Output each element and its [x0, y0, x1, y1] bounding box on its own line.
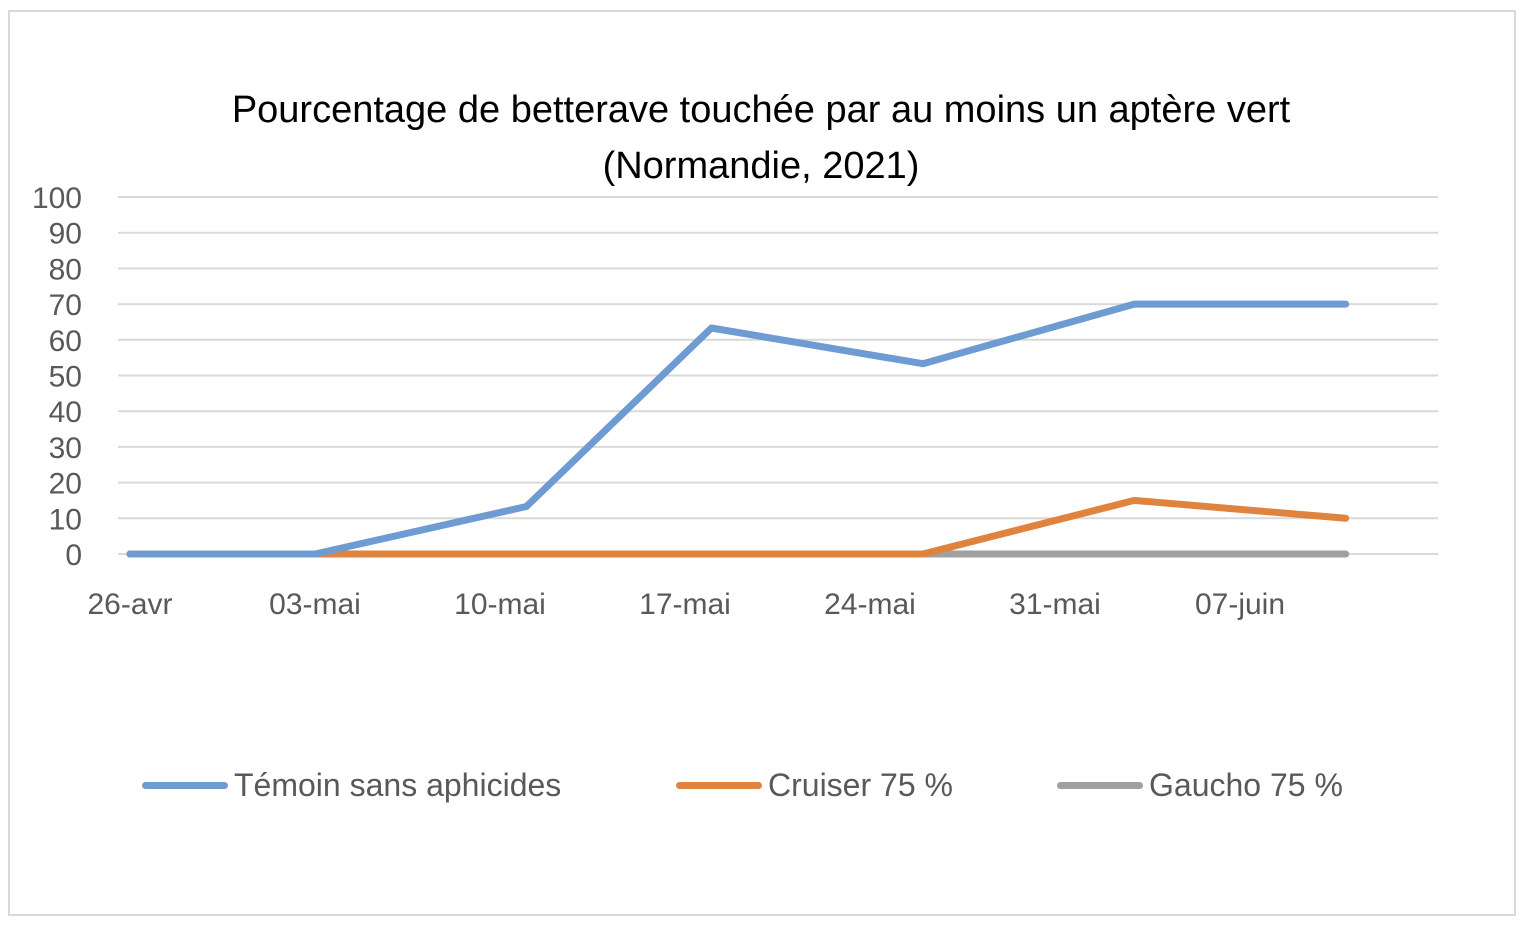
y-tick-label-60: 60 [49, 325, 82, 358]
chart-title-line1: Pourcentage de betterave touchée par au … [231, 89, 1291, 131]
chart-subtitle: (Normandie, 2021) [602, 145, 920, 187]
legend-item-temoin: Témoin sans aphicides [142, 760, 561, 810]
y-tick-label-50: 50 [49, 361, 82, 394]
x-tick-label-3: 17-mai [639, 588, 731, 621]
legend-swatch-gaucho [1057, 781, 1143, 789]
y-tick-label-100: 100 [32, 182, 82, 215]
y-tick-label-90: 90 [49, 218, 82, 251]
legend: Témoin sans aphicides Cruiser 75 % Gauch… [0, 760, 1522, 810]
y-tick-label-10: 10 [49, 503, 82, 536]
y-tick-label-0: 0 [65, 539, 82, 572]
chart-area [8, 10, 1516, 916]
legend-label-cruiser: Cruiser 75 % [768, 766, 953, 803]
x-tick-label-6: 07-juin [1195, 588, 1285, 621]
legend-item-gaucho: Gaucho 75 % [1057, 760, 1343, 810]
y-tick-label-70: 70 [49, 289, 82, 322]
series-lines [126, 300, 1350, 558]
x-tick-label-4: 24-mai [824, 588, 916, 621]
x-tick-label-0: 26-avr [87, 588, 172, 621]
legend-label-temoin: Témoin sans aphicides [234, 766, 562, 803]
gridlines [118, 196, 1438, 555]
series-line-0 [126, 300, 1350, 558]
legend-swatch-temoin [142, 781, 228, 789]
y-tick-label-20: 20 [49, 468, 82, 501]
legend-swatch-cruiser [676, 781, 762, 789]
y-tick-label-30: 30 [49, 432, 82, 465]
y-tick-label-40: 40 [49, 396, 82, 429]
legend-item-cruiser: Cruiser 75 % [676, 760, 953, 810]
y-tick-label-80: 80 [49, 253, 82, 286]
x-axis: 26-avr 03-mai 10-mai 17-mai 24-mai 31-mai 07-j… [87, 553, 1438, 621]
x-tick-label-2: 10-mai [454, 588, 546, 621]
x-tick-label-5: 31-mai [1009, 588, 1101, 621]
chart-title: Pourcentage de betterave touchée par au … [0, 82, 1522, 194]
x-tick-label-1: 03-mai [269, 588, 361, 621]
series-line-1 [126, 496, 1350, 558]
legend-label-gaucho: Gaucho 75 % [1149, 766, 1343, 803]
